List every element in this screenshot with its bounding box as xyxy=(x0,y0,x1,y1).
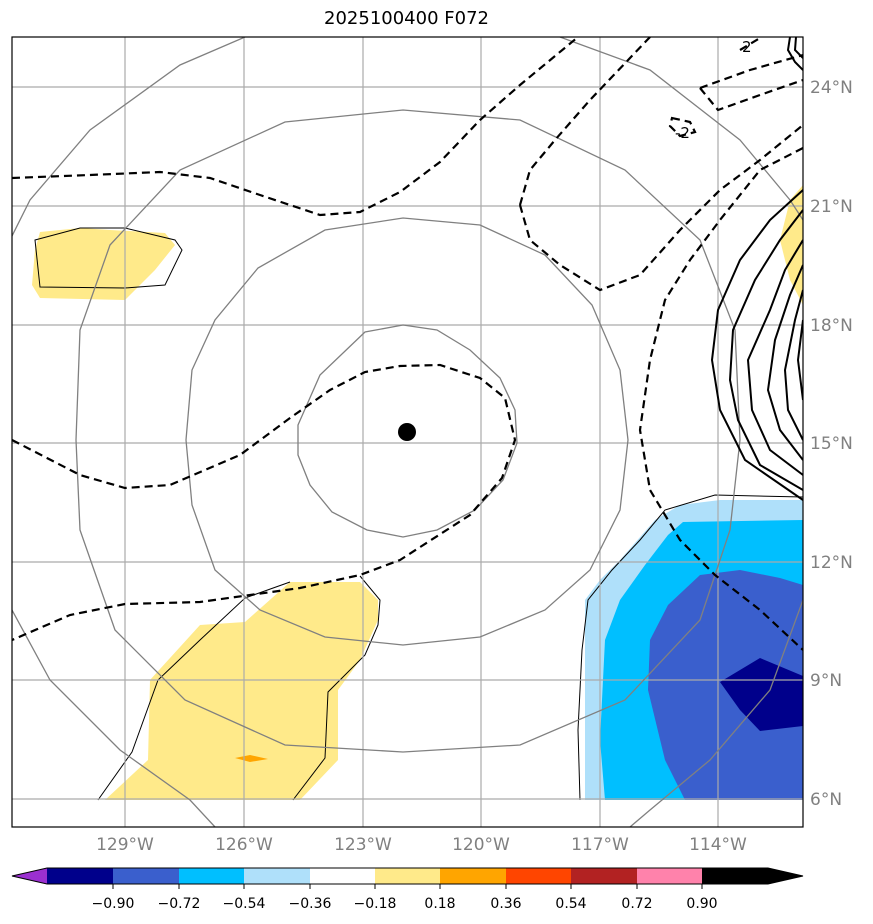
range-rings xyxy=(12,37,803,827)
colorbar-segment xyxy=(637,868,702,884)
colorbar-label: 0.18 xyxy=(424,896,455,912)
map-content xyxy=(12,37,803,827)
dashed-contour-east xyxy=(638,147,803,651)
contour-label-2: 2 xyxy=(742,38,752,56)
gridlines xyxy=(12,37,803,827)
orange-fill-spot xyxy=(235,755,268,762)
colorbar-label: 0.54 xyxy=(555,896,586,912)
lon-label-117w: 117°W xyxy=(571,835,629,855)
colorbar-segment xyxy=(375,868,440,884)
lon-label-123w: 123°W xyxy=(334,835,392,855)
dashed-contours xyxy=(12,37,803,651)
contour-label-neg2: -2 xyxy=(675,124,690,142)
colorbar-segment xyxy=(571,868,637,884)
colorbar-segment xyxy=(47,868,113,884)
lon-label-120w: 120°W xyxy=(452,835,510,855)
range-ring-2 xyxy=(185,217,629,646)
colorbar-segment xyxy=(113,868,179,884)
colorbar-label: −0.72 xyxy=(158,896,201,912)
lat-label-18n: 18°N xyxy=(810,316,853,336)
colorbar-segment xyxy=(244,868,310,884)
range-ring-4d xyxy=(629,599,803,827)
colorbar-segment xyxy=(310,868,375,884)
range-ring-4b xyxy=(559,37,803,221)
colorbar-segment xyxy=(179,868,244,884)
colorbar-extend-high xyxy=(702,868,803,884)
colorbar-ticks xyxy=(112,884,703,889)
lat-label-12n: 12°N xyxy=(810,553,853,573)
lat-label-15n: 15°N xyxy=(810,434,853,454)
colorbar-outline xyxy=(11,867,804,885)
dashed-contour-ne xyxy=(518,37,651,206)
lat-label-9n: 9°N xyxy=(810,671,842,691)
positive-fill-east xyxy=(780,185,803,305)
colorbar-label: 0.90 xyxy=(686,896,717,912)
colorbar: −0.90 −0.72 −0.54 −0.36 −0.18 0.18 0.36 … xyxy=(11,867,804,912)
lat-label-21n: 21°N xyxy=(810,197,853,217)
colorbar-segment xyxy=(506,868,571,884)
negative-fill-darkest xyxy=(720,658,803,731)
positive-fill-south xyxy=(105,582,378,800)
colorbar-segment xyxy=(440,868,506,884)
dashed-contour-center xyxy=(12,363,517,642)
solid-contours xyxy=(710,37,803,501)
colorbar-extend-low xyxy=(12,868,47,884)
colorbar-label: −0.54 xyxy=(223,896,266,912)
lon-label-114w: 114°W xyxy=(689,835,747,855)
map-title: 2025100400 F072 xyxy=(324,8,489,29)
lat-label-24n: 24°N xyxy=(810,78,853,98)
dashed-contour-ne-loop xyxy=(518,124,803,292)
colorbar-label: 0.72 xyxy=(621,896,652,912)
dashed-contour-top2 xyxy=(699,78,803,112)
lat-label-6n: 6°N xyxy=(810,790,842,810)
storm-center-marker xyxy=(398,423,416,441)
range-ring-4c xyxy=(12,609,216,827)
colorbar-label: 0.36 xyxy=(490,896,521,912)
dashed-contour-small xyxy=(668,116,697,138)
range-ring-4 xyxy=(12,37,246,238)
dashed-contour-top xyxy=(699,53,803,90)
lon-label-126w: 126°W xyxy=(215,835,273,855)
dashed-contour-top3 xyxy=(739,37,761,51)
lon-label-129w: 129°W xyxy=(96,835,154,855)
range-ring-3 xyxy=(75,109,741,753)
colorbar-label: −0.36 xyxy=(289,896,332,912)
colorbar-label: −0.18 xyxy=(354,896,397,912)
map-frame xyxy=(11,36,804,828)
range-ring-1 xyxy=(297,324,518,538)
dashed-contour-north xyxy=(12,37,579,217)
colorbar-label: −0.90 xyxy=(92,896,135,912)
